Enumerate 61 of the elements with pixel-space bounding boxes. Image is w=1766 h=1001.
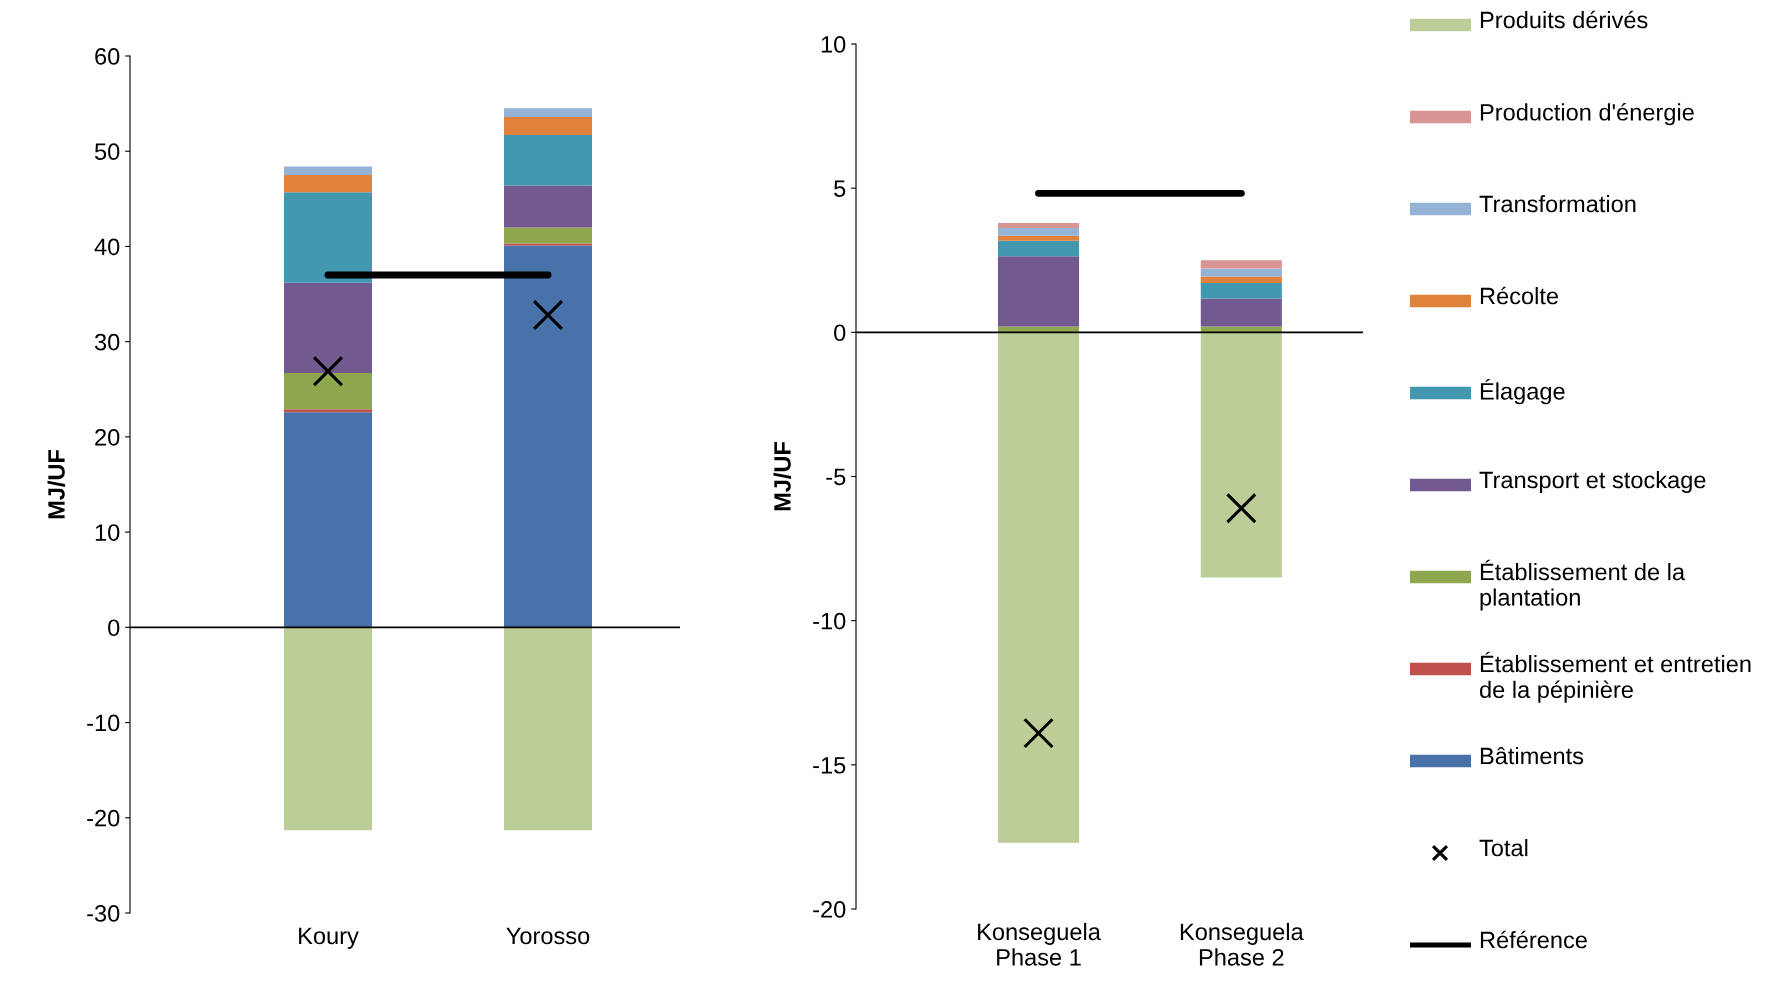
bar [1200, 268, 1282, 277]
bar [504, 245, 592, 628]
bar [1200, 283, 1282, 299]
legend-label: Total [1479, 839, 1528, 857]
bar [504, 116, 592, 136]
legend-label: Référence [1480, 930, 1587, 949]
y-tick-label: 0 [834, 324, 846, 342]
legend-label: Production d'énergie [1480, 103, 1694, 126]
y-tick-label: 30 [94, 333, 120, 351]
bar [284, 192, 372, 283]
bar [504, 135, 592, 186]
x-tick-label: Konseguela Phase 2 [1180, 922, 1304, 966]
bar [1200, 298, 1282, 327]
bar [284, 175, 372, 193]
y-tick-label: -20 [87, 809, 120, 827]
x-tick-label: Yorosso [506, 927, 590, 945]
bar [504, 227, 592, 244]
bar [997, 235, 1080, 241]
y-tick-label: -15 [813, 757, 846, 774]
legend-label: Transport et stockage [1479, 471, 1706, 494]
bar [1200, 260, 1282, 269]
y-tick-label: 40 [94, 238, 120, 256]
y-tick-label: -10 [87, 714, 120, 732]
y-tick-label: 20 [95, 428, 120, 446]
bar [284, 166, 372, 176]
legend-label: Produits dérivés [1480, 10, 1648, 29]
y-axis-title: MJ/UF [47, 449, 66, 519]
bar [504, 627, 592, 831]
y-axis-title: MJ/UF [773, 441, 792, 511]
y-tick-label: -30 [87, 905, 120, 922]
legend-label: Transformation [1479, 195, 1636, 213]
bar [284, 373, 372, 410]
bar [997, 332, 1080, 843]
bar [284, 412, 372, 628]
legend-label: Récolte [1480, 286, 1559, 305]
x-tick-label: Koury [299, 927, 359, 949]
legend-label: Établissement et entretien de la pépinière [1479, 651, 1751, 703]
bar [1200, 276, 1282, 284]
y-tick-label: 50 [94, 143, 120, 161]
bar [997, 240, 1080, 257]
bar [997, 256, 1080, 327]
bar [997, 223, 1080, 228]
y-tick-label: -20 [813, 901, 846, 918]
legend-label: Bâtiments [1480, 746, 1584, 765]
y-tick-label: -10 [813, 612, 846, 630]
y-tick-label: -5 [826, 468, 846, 486]
bar [284, 627, 372, 831]
x-tick-label: Konseguela Phase 1 [978, 922, 1101, 966]
legend-label: Établissement de la plantation [1480, 559, 1686, 611]
bar [284, 409, 372, 413]
y-tick-label: 5 [834, 180, 846, 197]
bar [504, 185, 592, 228]
bar [284, 282, 372, 374]
bar [997, 227, 1080, 236]
legend-label: Élagage [1480, 379, 1565, 405]
y-tick-label: 10 [95, 524, 120, 541]
bar [504, 108, 592, 117]
y-tick-label: 60 [95, 48, 120, 65]
y-tick-label: 0 [108, 619, 120, 637]
y-tick-label: 10 [821, 36, 846, 53]
bar [1200, 332, 1282, 578]
